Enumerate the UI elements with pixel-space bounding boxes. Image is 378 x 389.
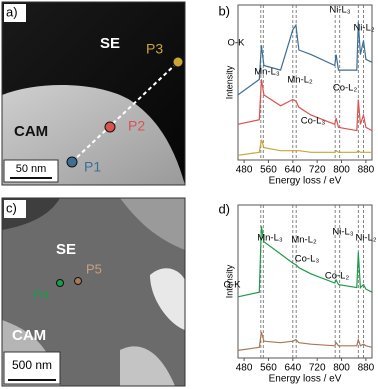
panel-label: c) xyxy=(6,200,17,215)
spectrum xyxy=(237,139,372,156)
edge-label: Co-L₂ xyxy=(325,271,350,282)
edge-label: O-K xyxy=(228,38,246,49)
scale-bar: 500 nm xyxy=(12,358,52,372)
point-label: P3 xyxy=(146,41,163,57)
spectrum xyxy=(237,331,373,351)
spectrum xyxy=(237,22,373,96)
edge-label: Ni-L₃ xyxy=(329,5,350,16)
x-tick-label: 720 xyxy=(309,165,326,176)
edge-label: Co-L₂ xyxy=(333,83,358,94)
image-a: a) SE CAM P1 P2 P3 50 nm xyxy=(1,1,186,186)
spectrum xyxy=(237,79,373,132)
region-label: SE xyxy=(56,241,76,258)
x-tick-label: 880 xyxy=(358,165,375,176)
plot-frame xyxy=(237,204,373,359)
region-label: CAM xyxy=(14,123,48,140)
region-label: CAM xyxy=(12,327,46,344)
x-tick-label: 640 xyxy=(284,363,301,374)
edge-label: O-K xyxy=(224,280,242,291)
edge-label: Co-L₃ xyxy=(295,254,320,265)
edge-label: Ni-L₂ xyxy=(355,233,376,244)
edge-label: Ni-L₂ xyxy=(353,23,374,34)
point-label: P1 xyxy=(84,159,101,175)
region-label: SE xyxy=(100,35,120,52)
x-axis-label: Energy loss / eV xyxy=(269,176,342,187)
plot-frame xyxy=(237,4,373,161)
x-tick-label: 480 xyxy=(236,363,253,374)
x-tick-label: 800 xyxy=(333,165,350,176)
scale-bar: 50 nm xyxy=(16,163,47,175)
panel-label: a) xyxy=(6,4,18,19)
point-label: P4 xyxy=(33,287,49,302)
x-tick-label: 560 xyxy=(260,363,277,374)
point-label: P2 xyxy=(128,118,145,134)
edge-label: Mn-L₂ xyxy=(287,75,313,86)
x-tick-label: 720 xyxy=(309,363,326,374)
y-axis-label: Intensity xyxy=(224,65,234,99)
edge-label: Ni-L₃ xyxy=(332,227,353,238)
x-axis-label: Energy loss / eV xyxy=(269,374,342,385)
x-tick-label: 800 xyxy=(333,363,350,374)
edge-label: Mn-L₃ xyxy=(257,233,283,244)
x-tick-label: 880 xyxy=(358,363,375,374)
point-label: P5 xyxy=(86,261,102,276)
x-tick-label: 640 xyxy=(284,165,301,176)
edge-label: Mn-L₃ xyxy=(254,67,280,78)
edge-label: Co-L₃ xyxy=(301,116,326,127)
panel-label: d) xyxy=(218,201,230,216)
panel-label: b) xyxy=(218,3,230,18)
spectrum xyxy=(237,226,373,298)
y-axis-label: Intensity xyxy=(224,264,234,298)
x-tick-label: 480 xyxy=(236,165,253,176)
x-tick-label: 560 xyxy=(260,165,277,176)
image-c: c) SE CAM P4 P5 500 nm xyxy=(1,197,186,387)
edge-label: Mn-L₂ xyxy=(291,235,317,246)
